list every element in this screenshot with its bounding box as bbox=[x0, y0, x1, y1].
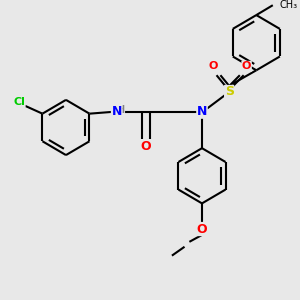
Text: Cl: Cl bbox=[13, 97, 25, 107]
Text: S: S bbox=[225, 85, 234, 98]
Text: O: O bbox=[242, 61, 251, 71]
Text: CH₃: CH₃ bbox=[280, 0, 298, 10]
Text: H: H bbox=[116, 105, 124, 115]
Text: N: N bbox=[111, 105, 122, 118]
Text: O: O bbox=[209, 61, 218, 71]
Text: N: N bbox=[197, 105, 207, 118]
Text: O: O bbox=[140, 140, 151, 153]
Text: O: O bbox=[197, 223, 207, 236]
